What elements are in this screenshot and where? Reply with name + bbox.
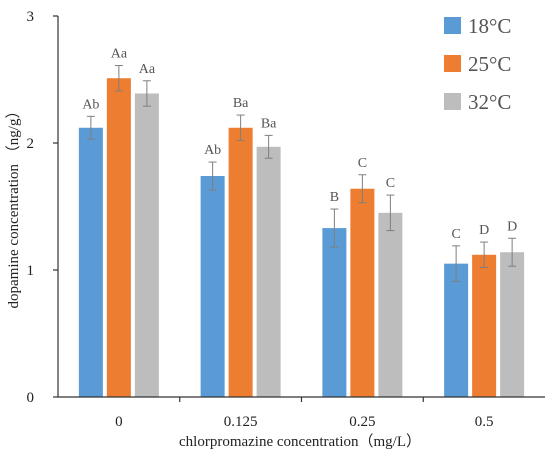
error-bar [208,161,217,191]
bar [444,263,469,397]
y-tick-label: 2 [27,136,35,152]
error-bar [452,245,461,282]
error-bar [86,115,95,140]
bar [134,93,159,397]
legend-swatch [444,93,461,110]
legend-swatch [444,55,461,72]
bar-significance-label: Ba [261,116,277,131]
bar [200,176,225,397]
error-bar [236,114,245,141]
x-tick-label: 0.25 [349,414,375,430]
bar [350,188,375,397]
bar [500,252,525,397]
legend-item: 18°C [444,14,511,38]
legend-label: 18°C [468,14,511,38]
legend-label: 32°C [468,90,511,114]
bar-significance-label: Ab [82,97,99,112]
error-bar [142,80,151,107]
bar [472,254,497,397]
bar-significance-label: Ab [204,143,221,158]
bar-significance-label: D [507,219,517,234]
error-bar [480,241,489,268]
bar [256,146,281,397]
legend-item: 32°C [444,90,511,114]
bar-significance-label: Ba [233,96,249,111]
y-axis-title: dopamine concentration （ng/g） [5,104,22,309]
error-bar [264,134,273,159]
error-bar [114,65,123,92]
legend-item: 25°C [444,52,511,76]
bar-significance-label: Aa [111,47,128,62]
legend-swatch [444,17,461,34]
error-bar [386,194,395,232]
bar-significance-label: C [358,156,367,171]
bar-significance-label: B [330,190,339,205]
x-tick-label: 0 [115,414,123,430]
bar-significance-label: C [386,176,395,191]
legend: 18°C 25°C 32°C [444,14,511,114]
bar [378,212,403,397]
bar-significance-label: D [479,223,489,238]
x-axis-title: chlorpromazine concentration（mg/L） [179,433,421,450]
bar [78,127,103,397]
error-bar [508,237,517,267]
x-tick-label: 0.125 [224,414,258,430]
error-bar [330,208,339,248]
bar [106,78,131,397]
bar [322,228,347,397]
legend-label: 25°C [468,52,511,76]
bar-significance-label: C [451,227,460,242]
y-tick-label: 1 [27,263,35,279]
x-tick-label: 0.5 [475,414,494,430]
error-bar [358,174,367,204]
bar [228,127,253,397]
y-tick-label: 0 [27,390,35,406]
y-tick-label: 3 [27,9,35,25]
bar-significance-label: Aa [139,62,156,77]
